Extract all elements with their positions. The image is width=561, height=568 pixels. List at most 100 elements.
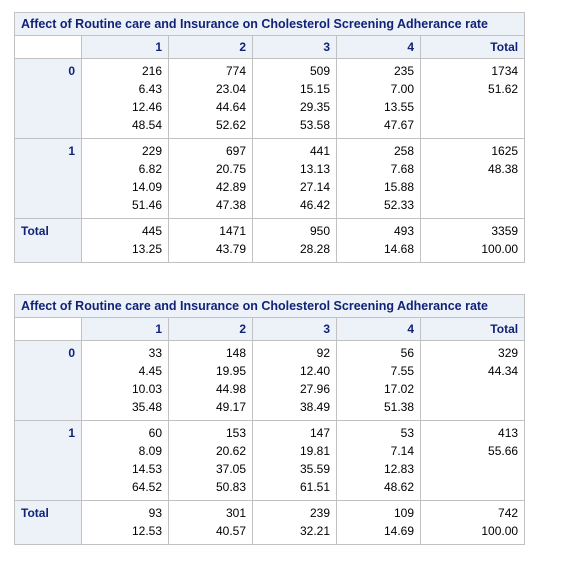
cell-value: 27.14 <box>299 180 330 194</box>
cell-value: 493 <box>393 224 414 238</box>
row-header: 0 <box>14 58 82 139</box>
cell-value: 92 <box>316 346 330 360</box>
cell-value: 950 <box>309 224 330 238</box>
column-header: 2 <box>168 35 253 59</box>
cell-value: 774 <box>225 64 246 78</box>
cell-value: 1734 <box>491 64 519 78</box>
table-cell: 493 14.68 <box>336 218 421 263</box>
cell-value: 51.38 <box>383 400 414 414</box>
cell-value: 509 <box>309 64 330 78</box>
cell-value: 44.34 <box>488 364 519 378</box>
cell-value: 35.48 <box>131 400 162 414</box>
column-header: Total <box>419 317 526 341</box>
cell-value: 697 <box>225 144 246 158</box>
column-header: 4 <box>336 35 421 59</box>
cell-value: 4.45 <box>138 364 162 378</box>
cell-value: 742 <box>498 506 519 520</box>
cell-value: 445 <box>141 224 162 238</box>
cell-value: 61.51 <box>299 480 330 494</box>
table-cell: 53 7.14 12.83 48.62 <box>336 420 421 501</box>
table-cell: 1734 51.62 <box>419 58 526 139</box>
crosstab-table-1: Affect of Routine care and Insurance on … <box>13 12 526 263</box>
table-row: Total 445 13.25 1471 43.79 950 28.28 493 14.68 33… <box>14 218 526 263</box>
cell-value: 46.42 <box>299 198 330 212</box>
cell-value: 100.00 <box>481 524 519 538</box>
corner-cell <box>14 35 82 59</box>
cell-value: 20.75 <box>215 162 246 176</box>
cell-value: 13.55 <box>383 100 414 114</box>
table-row: 0 33 4.45 10.03 35.48 148 19.95 44.98 49.17 92 12.… <box>14 340 526 421</box>
table-cell: 509 15.15 29.35 53.58 <box>252 58 337 139</box>
cell-value: 42.89 <box>215 180 246 194</box>
cell-value: 48.54 <box>131 118 162 132</box>
table-cell: 93 12.53 <box>81 500 169 545</box>
cell-value: 12.53 <box>131 524 162 538</box>
cell-value: 14.68 <box>383 242 414 256</box>
cell-value: 6.82 <box>138 162 162 176</box>
cell-value: 301 <box>225 506 246 520</box>
cell-value: 19.95 <box>215 364 246 378</box>
table-cell: 239 32.21 <box>252 500 337 545</box>
table-title: Affect of Routine care and Insurance on … <box>13 12 526 36</box>
cell-value: 14.69 <box>383 524 414 538</box>
row-header: 1 <box>14 138 82 219</box>
cell-value: 48.38 <box>488 162 519 176</box>
cell-value: 43.79 <box>215 242 246 256</box>
cell-value: 441 <box>309 144 330 158</box>
cell-value: 17.02 <box>383 382 414 396</box>
column-header: Total <box>419 35 526 59</box>
cell-value: 33 <box>148 346 162 360</box>
row-header: 1 <box>14 420 82 501</box>
table-cell: 3359 100.00 <box>419 218 526 263</box>
table-cell: 33 4.45 10.03 35.48 <box>81 340 169 421</box>
cell-value: 38.49 <box>299 400 330 414</box>
cell-value: 15.15 <box>299 82 330 96</box>
table-cell: 445 13.25 <box>81 218 169 263</box>
table-cell: 216 6.43 12.46 48.54 <box>81 58 169 139</box>
cell-value: 51.62 <box>488 82 519 96</box>
cell-value: 1471 <box>219 224 246 238</box>
cell-value: 44.64 <box>215 100 246 114</box>
cell-value: 413 <box>498 426 519 440</box>
cell-value: 6.43 <box>138 82 162 96</box>
cell-value: 7.55 <box>390 364 414 378</box>
column-header: 3 <box>252 317 337 341</box>
table-title-row: Affect of Routine care and Insurance on … <box>13 12 526 36</box>
table-cell: 92 12.40 27.96 38.49 <box>252 340 337 421</box>
table-row: 1 60 8.09 14.53 64.52 153 20.62 37.05 50.83 147 19… <box>14 420 526 501</box>
corner-cell <box>14 317 82 341</box>
row-header: Total <box>14 218 82 263</box>
column-header: 1 <box>81 317 169 341</box>
cell-value: 1625 <box>491 144 519 158</box>
cell-value: 147 <box>309 426 330 440</box>
table-cell: 329 44.34 <box>419 340 526 421</box>
cell-value: 239 <box>309 506 330 520</box>
cell-value: 60 <box>148 426 162 440</box>
cell-value: 8.09 <box>138 444 162 458</box>
cell-value: 52.62 <box>215 118 246 132</box>
cell-value: 27.96 <box>299 382 330 396</box>
table-cell: 301 40.57 <box>168 500 253 545</box>
table-cell: 258 7.68 15.88 52.33 <box>336 138 421 219</box>
cell-value: 55.66 <box>488 444 519 458</box>
cell-value: 13.25 <box>131 242 162 256</box>
table-cell: 235 7.00 13.55 47.67 <box>336 58 421 139</box>
table-cell: 950 28.28 <box>252 218 337 263</box>
table-cell: 229 6.82 14.09 51.46 <box>81 138 169 219</box>
cell-value: 10.03 <box>131 382 162 396</box>
table-cell: 60 8.09 14.53 64.52 <box>81 420 169 501</box>
cell-value: 3359 <box>491 224 519 238</box>
cell-value: 148 <box>225 346 246 360</box>
cell-value: 64.52 <box>131 480 162 494</box>
cell-value: 37.05 <box>215 462 246 476</box>
cell-value: 49.17 <box>215 400 246 414</box>
table-row: Total 93 12.53 301 40.57 239 32.21 109 14.69 742 1… <box>14 500 526 545</box>
cell-value: 329 <box>498 346 519 360</box>
cell-value: 52.33 <box>383 198 414 212</box>
cell-value: 12.46 <box>131 100 162 114</box>
table-row: 0 216 6.43 12.46 48.54 774 23.04 44.64 52.62 509 1… <box>14 58 526 139</box>
cell-value: 229 <box>141 144 162 158</box>
table-cell: 413 55.66 <box>419 420 526 501</box>
table-cell: 148 19.95 44.98 49.17 <box>168 340 253 421</box>
